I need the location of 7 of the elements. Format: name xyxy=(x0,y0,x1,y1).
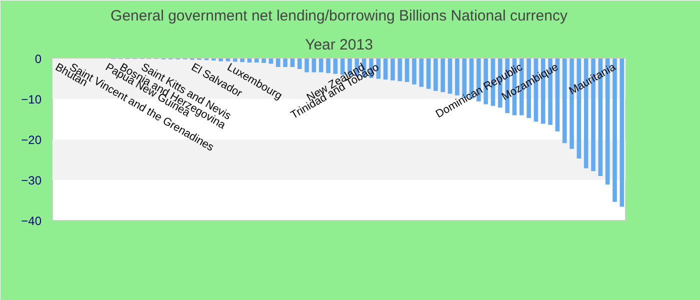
y-tick-label: −10 xyxy=(21,92,42,106)
chart-title: General government net lending/borrowing Billions National currency xyxy=(110,8,568,24)
y-tick-label: 0 xyxy=(34,52,42,66)
y-tick-label: −30 xyxy=(21,174,42,188)
y-tick-label: −20 xyxy=(21,133,42,147)
y-tick-label: −40 xyxy=(21,214,42,228)
chart-subtitle: Year 2013 xyxy=(305,36,373,54)
